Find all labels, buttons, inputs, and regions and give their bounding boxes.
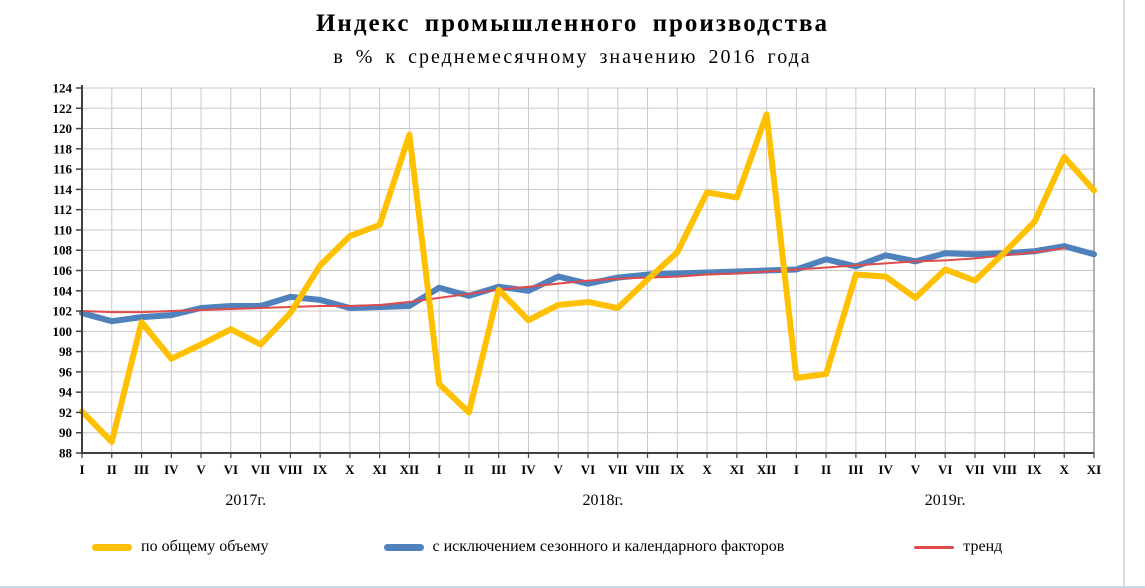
y-tick-label: 114	[53, 182, 72, 197]
x-tick-label: VIII	[635, 462, 660, 477]
x-tick-label: II	[107, 462, 117, 477]
x-tick-label: X	[702, 462, 712, 477]
series-line-0	[79, 111, 1097, 445]
series-line-1	[79, 243, 1097, 325]
x-tick-label: XII	[400, 462, 420, 477]
x-tick-label: VI	[581, 462, 595, 477]
x-tick-label: II	[821, 462, 831, 477]
x-tick-label: I	[794, 462, 799, 477]
x-tick-label: VIII	[992, 462, 1017, 477]
x-tick-label: II	[464, 462, 474, 477]
year-label: 2017г.	[225, 492, 266, 509]
x-tick-label: V	[196, 462, 206, 477]
legend-item-total: по общему объему	[92, 538, 269, 556]
legend-label-total: по общему объему	[141, 538, 269, 555]
y-tick-label: 88	[59, 446, 73, 461]
x-tick-label: IX	[670, 462, 685, 477]
x-tick-label: VII	[251, 462, 271, 477]
y-tick-label: 124	[53, 81, 73, 96]
y-tick-label: 96	[59, 364, 73, 379]
year-label: 2019г.	[925, 492, 966, 509]
x-tick-label: X	[1060, 462, 1070, 477]
x-tick-label: I	[437, 462, 442, 477]
x-tick-label: III	[491, 462, 506, 477]
x-tick-label: IX	[313, 462, 328, 477]
x-tick-label: VII	[608, 462, 628, 477]
window-bottom-edge	[0, 586, 1145, 588]
x-tick-label: VII	[965, 462, 985, 477]
chart-title: Индекс промышленного производства	[315, 10, 829, 37]
legend-item-seasonally-adjusted: с исключением сезонного и календарного ф…	[383, 538, 785, 556]
chart-legend: по общему объему с исключением сезонного…	[0, 538, 1145, 556]
window-right-edge	[1123, 0, 1125, 586]
x-tick-label: III	[848, 462, 863, 477]
x-tick-label: XII	[757, 462, 777, 477]
y-tick-label: 102	[53, 304, 73, 319]
y-tick-label: 108	[53, 243, 73, 258]
legend-label-trend: тренд	[963, 538, 1003, 555]
x-tick-label: III	[134, 462, 149, 477]
y-tick-label: 104	[53, 283, 73, 298]
y-tick-label: 98	[59, 344, 73, 359]
y-tick-label: 92	[59, 405, 72, 420]
x-tick-label: V	[554, 462, 564, 477]
y-tick-label: 118	[53, 141, 72, 156]
x-tick-label: IX	[1027, 462, 1042, 477]
y-tick-label: 100	[53, 324, 73, 339]
chart-subtitle: в % к среднемесячному значению 2016 года	[333, 46, 812, 68]
x-tick-label: XI	[1087, 462, 1101, 477]
y-tick-label: 112	[53, 202, 72, 217]
y-tick-label: 120	[53, 121, 73, 136]
series-line-2	[81, 247, 1066, 314]
y-tick-label: 94	[59, 385, 73, 400]
x-tick-label: VIII	[278, 462, 303, 477]
y-tick-label: 122	[53, 101, 73, 116]
y-tick-label: 116	[53, 162, 72, 177]
x-tick-label: IV	[878, 462, 893, 477]
x-tick-label: X	[345, 462, 355, 477]
x-tick-label: XI	[372, 462, 386, 477]
x-tick-label: IV	[164, 462, 179, 477]
year-label: 2018г.	[582, 492, 623, 509]
legend-swatch-seasonally-adjusted	[383, 543, 424, 551]
x-tick-label: XI	[730, 462, 744, 477]
x-tick-label: V	[911, 462, 921, 477]
legend-swatch-total	[92, 543, 132, 551]
legend-item-trend: тренд	[914, 538, 1002, 556]
legend-label-seasonally-adjusted: с исключением сезонного и календарного ф…	[432, 538, 785, 555]
x-tick-label: VI	[938, 462, 952, 477]
y-tick-label: 106	[53, 263, 73, 278]
y-tick-label: 90	[59, 425, 72, 440]
y-tick-label: 110	[53, 222, 72, 237]
x-tick-label: IV	[521, 462, 536, 477]
legend-swatch-trend	[914, 545, 955, 549]
x-tick-label: VI	[224, 462, 238, 477]
x-tick-label: I	[79, 462, 84, 477]
